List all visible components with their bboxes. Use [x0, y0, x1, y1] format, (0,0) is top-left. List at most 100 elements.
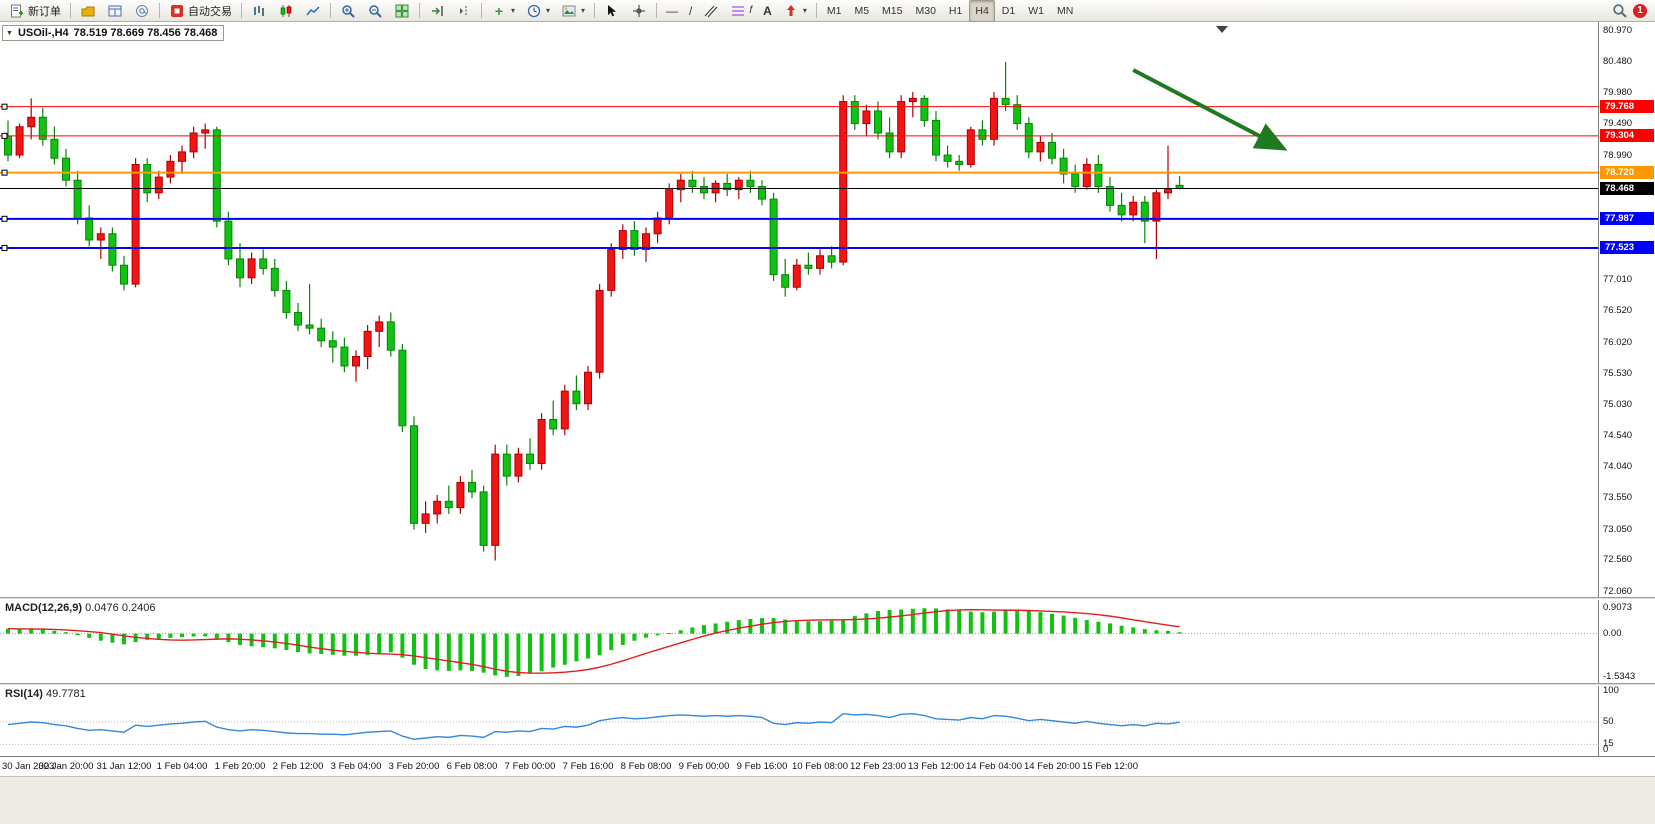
- zoom-out-button[interactable]: [362, 0, 388, 22]
- macd-histogram-bar: [203, 633, 208, 637]
- candle: [479, 491, 488, 546]
- macd-histogram-bar: [52, 630, 57, 634]
- candle: [236, 258, 244, 279]
- bar-chart-type-button[interactable]: [246, 0, 272, 22]
- timeframe-w1[interactable]: W1: [1028, 4, 1044, 17]
- candle: [259, 258, 268, 269]
- timeframe-m1[interactable]: M1: [826, 4, 842, 17]
- line-handle[interactable]: [1, 215, 8, 222]
- macd-histogram-bar: [678, 630, 683, 634]
- macd-histogram-bar: [504, 633, 509, 677]
- macd-histogram-bar: [841, 620, 846, 634]
- channel-tool-button[interactable]: [698, 0, 724, 22]
- candle: [723, 182, 732, 191]
- time-axis-label: 10 Feb 08:00: [792, 761, 848, 772]
- separator: [481, 3, 482, 18]
- time-axis-label: 14 Feb 20:00: [1024, 761, 1080, 772]
- line-handle[interactable]: [1, 169, 8, 176]
- candle: [166, 160, 175, 178]
- profiles-button[interactable]: [75, 0, 101, 22]
- timeframe-h1[interactable]: H1: [948, 4, 963, 17]
- candle: [294, 311, 302, 326]
- collapse-triangle-icon[interactable]: ▼: [6, 29, 13, 37]
- macd-histogram-bar: [1131, 627, 1136, 634]
- candle: [688, 179, 697, 188]
- trendline-tool-button[interactable]: /: [684, 0, 697, 22]
- time-axis-label: 8 Feb 08:00: [620, 761, 672, 772]
- period-selector-button[interactable]: ▾: [521, 0, 555, 22]
- search-icon[interactable]: [1611, 3, 1627, 19]
- time-scale[interactable]: 30 Jan 2023 30 Jan 20:00 31 Jan 12:00 1 Feb…: [0, 756, 1655, 776]
- macd-histogram-bar: [330, 633, 335, 655]
- notification-badge[interactable]: 1: [1633, 3, 1647, 18]
- candle: [1082, 163, 1091, 188]
- autotrading-button[interactable]: 自动交易: [164, 0, 237, 22]
- price-axis-label: 77.010: [1603, 274, 1633, 286]
- macd-histogram-bar: [458, 633, 463, 671]
- chart-shift-marker[interactable]: [1216, 26, 1228, 33]
- trend-arrow-annotation[interactable]: [1132, 68, 1288, 151]
- price-scale[interactable]: 80.97080.48079.98079.49078.99078.50078.0…: [1598, 22, 1655, 597]
- crosshair-tool-button[interactable]: [626, 0, 652, 22]
- line-handle[interactable]: [1, 245, 8, 252]
- main-chart-panel[interactable]: ▼ USOil-,H4 78.519 78.669 78.456 78.468 …: [0, 22, 1655, 597]
- chart-title[interactable]: ▼ USOil-,H4 78.519 78.669 78.456 78.468: [2, 25, 225, 41]
- line-handle[interactable]: [1, 103, 8, 110]
- macd-histogram-bar: [481, 633, 486, 673]
- timeframe-h4[interactable]: H4: [969, 0, 995, 22]
- candle: [27, 116, 36, 128]
- candle: [305, 324, 314, 329]
- fibonacci-tool-button[interactable]: f: [725, 0, 757, 22]
- candle: [363, 330, 372, 358]
- timeframe-d1[interactable]: D1: [1001, 4, 1016, 17]
- timeframe-m30[interactable]: M30: [915, 4, 936, 17]
- time-axis-label: 1 Feb 04:00: [156, 761, 208, 772]
- new-order-button[interactable]: 新订单: [4, 0, 66, 22]
- arrow-shape-icon: [783, 3, 799, 19]
- time-axis-label: 2 Feb 12:00: [272, 761, 324, 772]
- auto-scroll-button[interactable]: [424, 0, 450, 22]
- hline-tool-button[interactable]: —: [661, 0, 683, 22]
- macd-histogram-bar: [40, 629, 45, 634]
- macd-histogram-bar: [806, 621, 811, 634]
- line-handle[interactable]: [1, 132, 8, 139]
- timeframe-m15[interactable]: M15: [882, 4, 903, 17]
- text-tool-button[interactable]: A: [758, 0, 777, 22]
- template-button[interactable]: ▾: [556, 0, 590, 22]
- data-window-button[interactable]: [129, 0, 155, 22]
- candle: [1117, 204, 1126, 216]
- time-axis-label: 12 Feb 23:00: [850, 761, 906, 772]
- time-axis-label: 9 Feb 16:00: [736, 761, 788, 772]
- macd-panel[interactable]: MACD(12,26,9) 0.0476 0.2406 0.9073 0.00 -1…: [0, 600, 1655, 683]
- line-chart-type-button[interactable]: [300, 0, 326, 22]
- panel-splitter[interactable]: [0, 597, 1655, 600]
- rsi-canvas[interactable]: [0, 686, 1598, 756]
- chevron-down-icon: ▾: [581, 6, 586, 15]
- timeframe-mn[interactable]: MN: [1056, 4, 1074, 17]
- chevron-down-icon: ▾: [546, 6, 551, 15]
- macd-histogram-bar: [957, 610, 962, 634]
- price-axis-label: 74.040: [1603, 461, 1633, 473]
- market-watch-button[interactable]: [102, 0, 128, 22]
- rsi-panel[interactable]: RSI(14) 49.7781 100 50 15 0: [0, 686, 1655, 756]
- candlestick-type-button[interactable]: [273, 0, 299, 22]
- candle: [595, 289, 604, 373]
- tile-windows-button[interactable]: [389, 0, 415, 22]
- candle: [143, 163, 152, 194]
- separator: [241, 3, 242, 18]
- panel-splitter[interactable]: [0, 683, 1655, 686]
- chart-shift-button[interactable]: [451, 0, 477, 22]
- time-axis-label: 14 Feb 04:00: [966, 761, 1022, 772]
- new-chart-button[interactable]: + ▾: [486, 0, 520, 22]
- cursor-tool-button[interactable]: [599, 0, 625, 22]
- macd-scale[interactable]: 0.9073 0.00 -1.5343: [1598, 600, 1655, 683]
- rsi-scale[interactable]: 100 50 15 0: [1598, 686, 1655, 756]
- candle: [1048, 141, 1056, 159]
- macd-histogram-bar: [632, 633, 637, 641]
- shapes-tool-button[interactable]: ▾: [778, 0, 812, 22]
- main-chart-canvas[interactable]: [0, 22, 1598, 597]
- separator: [419, 3, 420, 18]
- macd-canvas[interactable]: [0, 600, 1598, 683]
- timeframe-m5[interactable]: M5: [854, 4, 870, 17]
- zoom-in-button[interactable]: [335, 0, 361, 22]
